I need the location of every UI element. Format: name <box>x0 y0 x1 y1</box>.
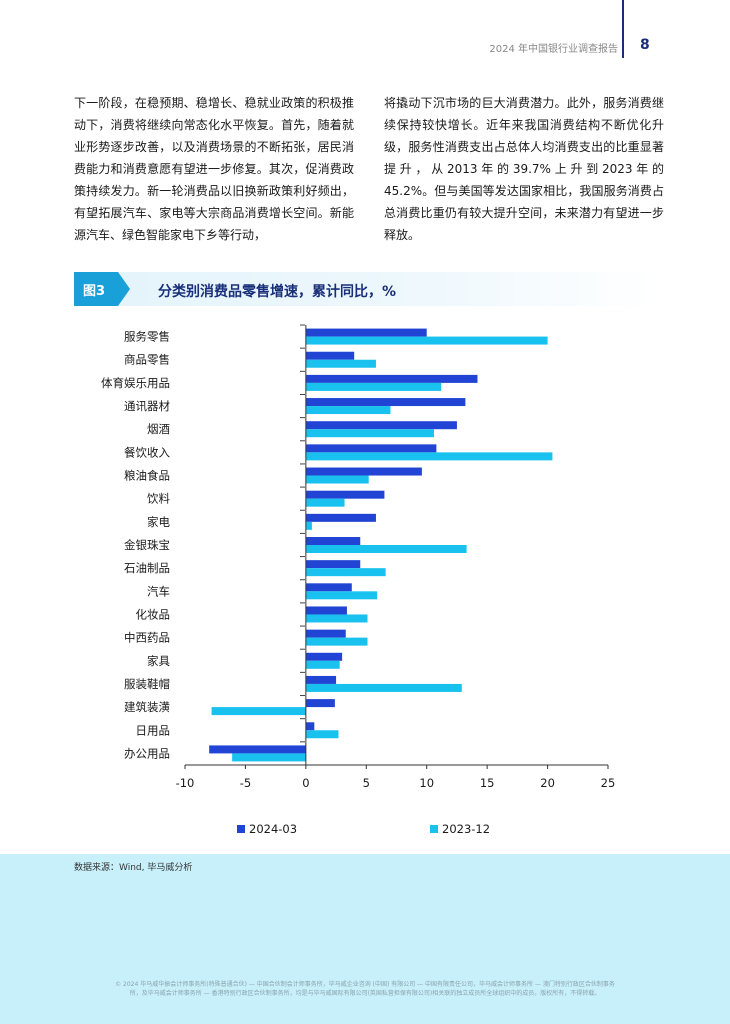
legend-label: 2023-12 <box>442 822 490 836</box>
bar-2024-03-5 <box>305 444 437 453</box>
category-label: 体育娱乐用品 <box>101 376 170 390</box>
bar-2024-03-10 <box>305 560 361 569</box>
bar-2024-03-11 <box>305 583 352 592</box>
page-number: 8 <box>640 37 650 53</box>
category-label: 餐饮收入 <box>124 445 170 459</box>
legend-label: 2024-03 <box>249 822 297 836</box>
bar-2024-03-1 <box>305 351 355 360</box>
category-label: 家具 <box>147 654 170 668</box>
data-source: 数据来源：Wind, 毕马威分析 <box>74 863 193 873</box>
bar-2023-12-9 <box>305 545 467 553</box>
x-tick-label: -10 <box>176 776 195 790</box>
bar-2023-12-1 <box>305 359 376 368</box>
x-tick-label: 10 <box>419 776 434 790</box>
category-label: 金银珠宝 <box>124 538 170 552</box>
figure-title-band <box>74 272 658 306</box>
header-rule <box>622 0 624 58</box>
category-label: 办公用品 <box>124 746 170 760</box>
bar-2023-12-12 <box>305 614 368 623</box>
bar-2024-03-18 <box>209 745 306 754</box>
x-tick-label: 20 <box>540 776 555 790</box>
bar-2023-12-11 <box>305 591 378 600</box>
bar-2024-03-0 <box>305 328 427 337</box>
category-label: 通讯器材 <box>124 399 170 413</box>
body-text-right: 将撬动下沉市场的巨大消费潜力。此外，服务消费继续保持较快增长。近年来我国消费结构… <box>384 96 664 242</box>
category-label: 汽车 <box>147 584 170 598</box>
bar-2024-03-9 <box>305 537 361 545</box>
bar-2024-03-4 <box>305 421 457 430</box>
copyright-note: © 2024 毕马威华振会计师事务所(特殊普通合伙) — 中国合伙制会计师事务所… <box>115 981 615 997</box>
bar-2024-03-7 <box>305 490 385 499</box>
bar-2024-03-3 <box>305 398 466 407</box>
bar-2024-03-12 <box>305 606 347 615</box>
bar-2023-12-4 <box>305 429 434 438</box>
report-title: 2024 年中国银行业调查报告 <box>489 44 618 55</box>
category-label: 日用品 <box>136 723 171 737</box>
bar-2024-03-13 <box>305 629 346 638</box>
category-label: 石油制品 <box>124 561 170 575</box>
bar-chart: 服务零售商品零售体育娱乐用品通讯器材烟酒餐饮收入粮油食品饮料家电金银珠宝石油制品… <box>101 324 616 836</box>
footer-band <box>0 854 730 1024</box>
bar-2024-03-2 <box>305 374 478 383</box>
bar-2023-12-16 <box>211 707 306 716</box>
bar-2023-12-8 <box>305 521 312 530</box>
figure-tag: 图3 <box>74 272 130 306</box>
x-tick-label: -5 <box>240 776 251 790</box>
category-label: 饮料 <box>147 492 170 506</box>
bar-2023-12-13 <box>305 637 368 646</box>
bar-2023-12-10 <box>305 568 386 577</box>
category-label: 中西药品 <box>124 631 170 645</box>
bar-2023-12-6 <box>305 475 369 484</box>
legend-swatch <box>237 825 245 833</box>
category-label: 服务零售 <box>124 330 170 344</box>
x-tick-label: 25 <box>601 776 616 790</box>
category-label: 建筑装潢 <box>124 700 170 714</box>
category-label: 商品零售 <box>124 353 170 367</box>
category-label: 服装鞋帽 <box>124 677 170 691</box>
bar-2024-03-14 <box>305 652 343 661</box>
bar-2024-03-15 <box>305 675 337 684</box>
bar-2024-03-17 <box>305 722 315 731</box>
bar-2023-12-7 <box>305 498 345 507</box>
category-label: 粮油食品 <box>124 469 170 483</box>
figure-title: 分类别消费品零售增速，累计同比，% <box>158 284 397 300</box>
x-tick-label: 0 <box>302 776 309 790</box>
bar-2023-12-5 <box>305 452 553 461</box>
body-text-left: 下一阶段，在稳预期、稳增长、稳就业政策的积极推动下，消费将继续向常态化水平恢复。… <box>74 96 354 242</box>
bar-2024-03-16 <box>305 699 335 708</box>
bar-2024-03-6 <box>305 467 422 476</box>
category-label: 家电 <box>147 515 170 529</box>
x-tick-label: 5 <box>363 776 370 790</box>
category-label: 化妆品 <box>136 607 171 621</box>
bar-2023-12-0 <box>305 336 548 345</box>
bar-2023-12-15 <box>305 683 462 692</box>
bar-2024-03-8 <box>305 513 376 522</box>
bar-2023-12-14 <box>305 660 340 669</box>
legend-swatch <box>430 825 438 833</box>
category-label: 烟酒 <box>147 422 170 436</box>
bar-2023-12-17 <box>305 730 339 739</box>
x-tick-label: 15 <box>480 776 495 790</box>
bar-2023-12-18 <box>232 753 306 762</box>
bar-2023-12-3 <box>305 406 391 415</box>
bar-2023-12-2 <box>305 382 442 391</box>
